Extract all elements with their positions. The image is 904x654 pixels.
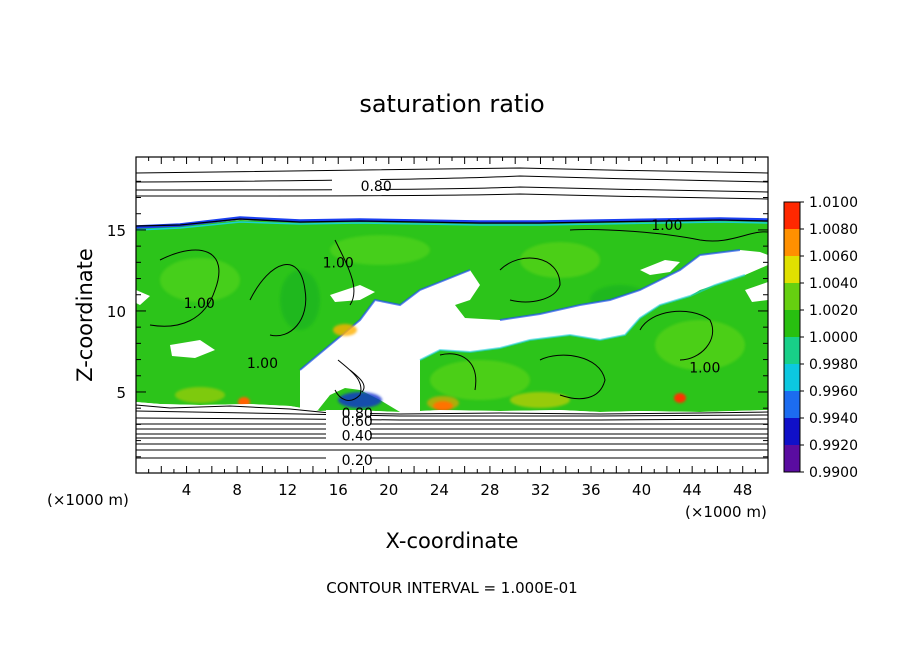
chart-title: saturation ratio [359,90,544,118]
y-tick-label: 5 [116,384,126,402]
colorbar-label: 1.0100 [809,195,858,211]
x-unit-label: (×1000 m) [47,491,129,509]
colorbar-label: 0.9900 [809,465,858,481]
colorbar-swatch [784,418,800,445]
colorbar-swatch [784,391,800,418]
contour-label: 1.00 [651,218,682,234]
colorbar: 0.9900 0.9920 0.9940 0.9960 0.9980 1.0000 1.00… [783,195,858,481]
plot-area [136,157,768,473]
colorbar-swatch [784,364,800,391]
x-tick-label: 40 [632,481,651,499]
colorbar-label: 1.0000 [809,330,858,346]
x-tick-label: 20 [379,481,398,499]
y-tick-label: 15 [107,222,126,240]
colorbar-label: 1.0040 [809,276,858,292]
contour-label: 1.00 [247,356,278,372]
x-tick-label: 36 [581,481,600,499]
colorbar-swatch [784,283,800,310]
x-tick-label: 48 [733,481,752,499]
contour-label: 0.40 [342,429,373,445]
x-tick-label: 12 [278,481,297,499]
colorbar-swatch [784,310,800,337]
contour-interval-note: CONTOUR INTERVAL = 1.000E-01 [326,579,577,597]
subsaturated-band [300,250,768,415]
x-unit-label-right: (×1000 m) [685,503,767,521]
x-tick-label: 32 [531,481,550,499]
colorbar-label: 0.9940 [809,411,858,427]
colorbar-swatch [784,202,800,229]
colorbar-label: 0.9960 [809,384,858,400]
x-axis-label: X-coordinate [386,529,519,553]
field-texture [160,235,745,400]
colorbar-label: 1.0020 [809,303,858,319]
colorbar-swatch [784,337,800,364]
x-tick-label: 24 [430,481,449,499]
contour-label: 0.80 [361,179,392,195]
tropopause-fringe [136,216,768,229]
colorbar-label: 1.0080 [809,222,858,238]
contour-labels: 0.801.001.001.001.00 1.000.800.600.400.20 [184,179,721,469]
colorbar-swatch [784,445,800,472]
x-tick-label: 16 [329,481,348,499]
contour-label: 0.20 [342,453,373,469]
contour-label: 1.00 [323,255,354,271]
contour-label: 1.00 [184,296,215,312]
x-tick-label: 4 [182,481,192,499]
x-tick-label: 44 [683,481,702,499]
colorbar-swatch [784,256,800,283]
colorbar-swatch [784,229,800,256]
x-tick-label: 8 [232,481,242,499]
x-tick-label: 28 [480,481,499,499]
y-axis-label: Z-coordinate [73,248,97,382]
contour-label: 1.00 [689,361,720,377]
colorbar-label: 1.0060 [809,249,858,265]
contour-label: 0.60 [342,414,373,430]
y-tick-label: 10 [107,303,126,321]
contour-label-backgrounds [326,176,380,463]
colorbar-label: 0.9980 [809,357,858,373]
colorbar-label: 0.9920 [809,438,858,454]
contour-label: 0.80 [342,406,373,422]
